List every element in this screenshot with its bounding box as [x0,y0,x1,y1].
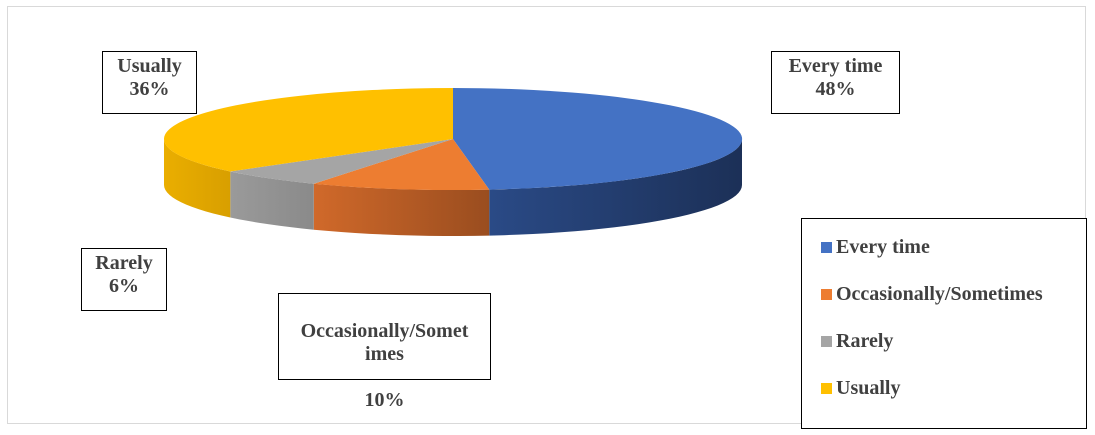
pie-slice-side-occasionally [313,183,490,236]
data-label-occasionally-name: Occasionally/Somet imes [300,320,469,365]
pie-slice-usually [163,88,453,172]
data-label-occasionally-value: 10% [364,389,405,411]
data-label-every-time-name: Every time [788,55,883,77]
legend-label-every-time: Every time [836,235,930,258]
data-label-usually-value: 36% [129,78,170,100]
legend-label-usually: Usually [836,376,901,399]
pie-slice-side-every-time [489,139,742,236]
chart-area: Usually 36% Every time 48% Rarely 6% Occ… [7,6,1087,429]
pie-chart [163,88,743,236]
data-label-occasionally: Occasionally/Somet imes 10% [278,293,491,411]
legend-item-rarely: Rarely [821,329,1086,352]
pie-slice-rarely [230,139,453,184]
pie-slice-side-rarely [230,171,314,230]
legend-item-every-time: Every time [821,235,1086,258]
legend: Every time Occasionally/Sometimes Rarely… [801,218,1087,429]
legend-item-occasionally: Occasionally/Sometimes [821,282,1086,305]
data-label-rarely-value: 6% [109,275,139,297]
legend-label-occasionally: Occasionally/Sometimes [836,282,1043,305]
pie-slice-occasionally [313,139,490,191]
data-label-rarely-name: Rarely [95,252,153,274]
data-label-rarely: Rarely 6% [81,248,167,311]
legend-item-usually: Usually [821,376,1086,399]
pie-slice-every-time [453,88,743,190]
legend-swatch-rarely [821,335,832,347]
data-label-every-time: Every time 48% [771,51,900,114]
data-label-usually: Usually 36% [102,51,197,114]
legend-label-rarely: Rarely [836,329,894,352]
legend-swatch-occasionally [821,288,832,300]
pie-slice-side-usually [164,139,231,218]
data-label-usually-name: Usually [117,55,182,77]
legend-swatch-every-time [821,241,832,253]
legend-swatch-usually [821,382,832,394]
data-label-every-time-value: 48% [815,78,856,100]
